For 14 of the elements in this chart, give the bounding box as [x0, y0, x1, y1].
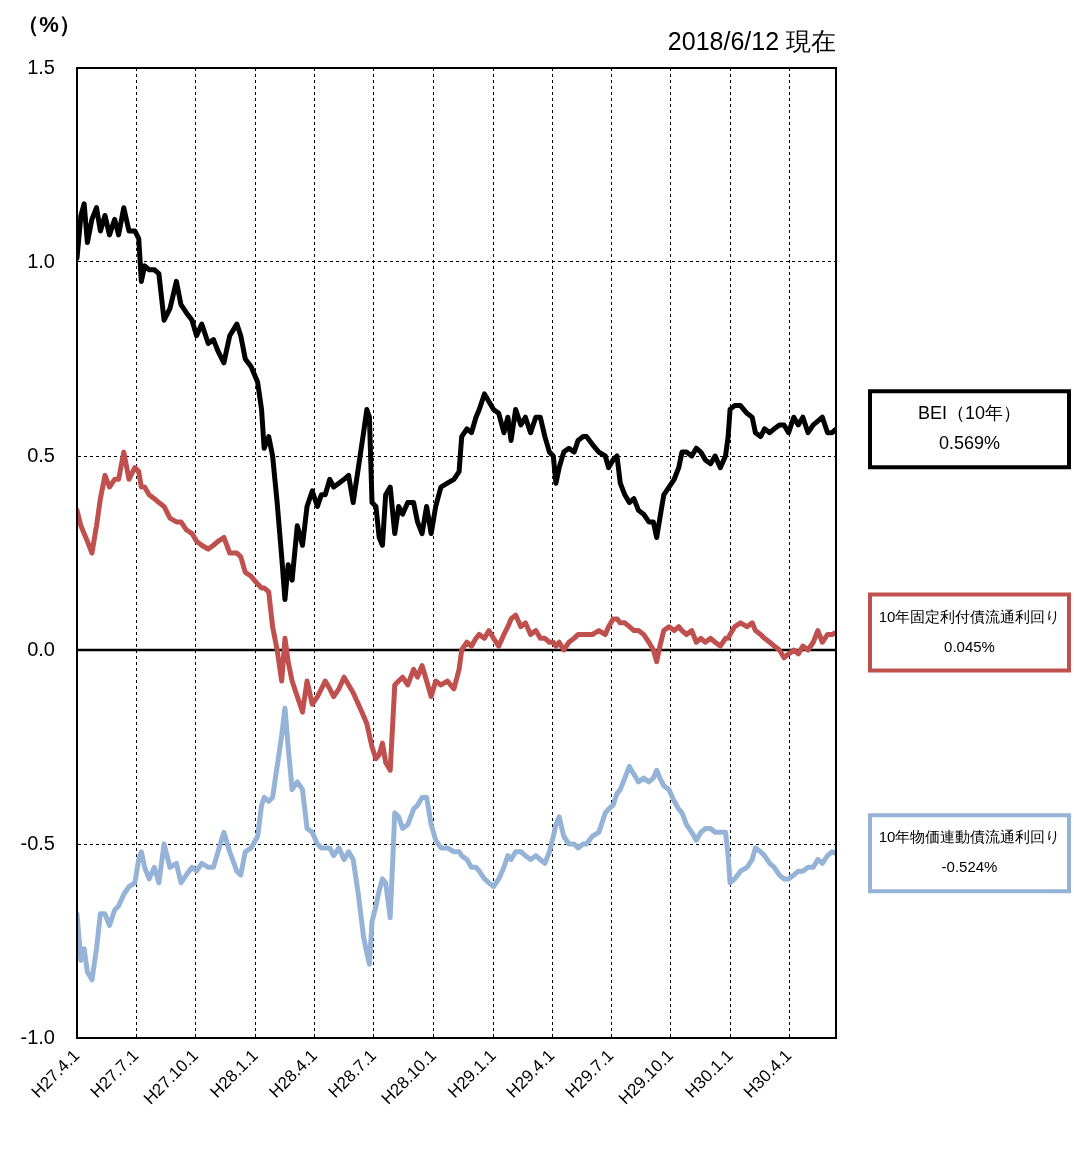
y-tick-label: 0.0	[27, 637, 55, 660]
text: BEI（10年）	[917, 403, 1022, 424]
y-axis-title: （%）	[17, 12, 81, 37]
y-tick-label: 0.5	[27, 443, 55, 466]
chart-subtitle: 2018/6/12 現在	[667, 27, 836, 55]
text: 10年物価連動債流通利回り	[878, 828, 1061, 846]
y-tick-label: -0.5	[20, 831, 55, 854]
text: 10年固定利付債流通利回り	[878, 607, 1061, 625]
text: 0.569%	[938, 433, 1001, 454]
y-tick-label: 1.0	[27, 249, 55, 272]
text: -0.524%	[941, 858, 998, 876]
y-tick-label: -1.0	[20, 1025, 55, 1048]
text: 0.045%	[944, 637, 995, 655]
y-tick-label: 1.5	[27, 55, 55, 78]
